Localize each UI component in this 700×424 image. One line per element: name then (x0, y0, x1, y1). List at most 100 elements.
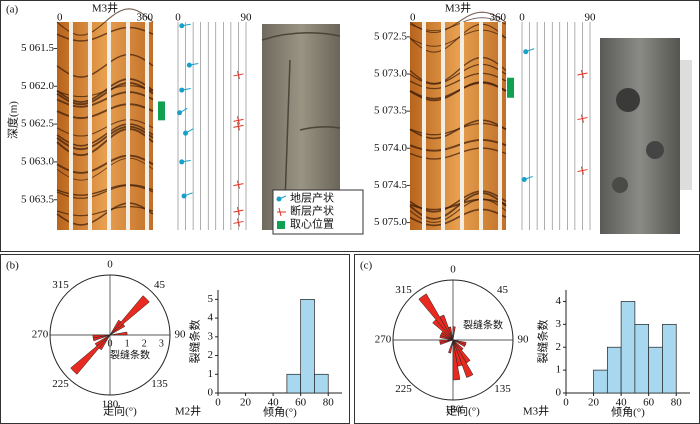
bar (286, 373, 302, 394)
well-name: M2井 (175, 404, 201, 418)
x-tick-label: 0 (519, 12, 525, 24)
bar (314, 373, 329, 394)
y-tick-label: 0 (556, 387, 562, 399)
pad-gap (479, 22, 483, 230)
pad-gap (498, 22, 502, 230)
legend-label: 地层产状 (290, 191, 334, 205)
angle-label: 180 (102, 399, 119, 411)
y-axis-label: 裂缝条数 (536, 320, 550, 364)
y-tick-label: 2 (556, 341, 562, 353)
fault-dip (233, 206, 244, 216)
x-tick-label: 360 (137, 12, 154, 24)
x-tick-label: 20 (588, 397, 600, 409)
x-tick-label: 0 (175, 12, 181, 24)
pad-gap (88, 22, 92, 230)
x-tick-label: 90 (241, 12, 253, 24)
fault-dip (233, 116, 244, 125)
fault-dip (577, 69, 588, 79)
bar (634, 323, 650, 394)
pad-gap (460, 22, 464, 230)
pad-gap (441, 22, 445, 230)
x-tick-label: 360 (490, 12, 507, 24)
legend-label: 取心位置 (290, 217, 334, 231)
legend-label: 断层产状 (290, 204, 334, 218)
bar (593, 369, 608, 394)
bar (300, 299, 315, 394)
rose-petal (92, 334, 111, 339)
angle-label: 135 (151, 378, 168, 390)
x-tick-label: 40 (616, 397, 628, 409)
rose-title: 走向(°) (446, 404, 480, 418)
fault-dip (233, 180, 244, 189)
y-tick-label: 5 075.0 (374, 216, 408, 228)
rose-petal (448, 339, 454, 354)
strata-dip (523, 49, 529, 55)
r-tick-label: 2 (142, 338, 147, 349)
y-tick-label: 5 073.0 (374, 68, 408, 80)
y-tick-label: 5 062.5 (21, 118, 55, 130)
rose-petal (109, 331, 128, 336)
bar (648, 346, 663, 394)
angle-label: 270 (32, 329, 49, 341)
y-tick-label: 1 (556, 364, 562, 376)
fault-dip (233, 70, 244, 80)
rose-petal (418, 293, 454, 341)
y-tick-label: 5 (208, 293, 214, 305)
panel-label: (a) (6, 4, 19, 16)
rose-petal (109, 323, 126, 336)
pad-gap (145, 22, 149, 230)
y-tick-label: 1 (208, 368, 214, 380)
fault-dip (233, 218, 244, 227)
x-tick-label: 40 (268, 397, 280, 409)
core-position (158, 101, 165, 121)
fault-dip (233, 122, 244, 131)
bar (620, 301, 636, 394)
x-tick-label: 90 (585, 12, 597, 24)
y-tick-label: 2 (208, 349, 214, 361)
rose-petal (70, 334, 111, 375)
strata-dip (177, 110, 183, 116)
y-tick-label: 4 (556, 295, 562, 307)
y-tick-label: 5 062.0 (21, 80, 55, 92)
y-tick-label: 0 (208, 387, 214, 399)
strata-dip (186, 62, 192, 68)
y-tick-label: 5 061.5 (21, 42, 55, 54)
depth-axis-label: 深度(m) (6, 101, 20, 139)
strata-dip (181, 193, 187, 199)
rose-petal (94, 334, 111, 347)
strata-dip (179, 23, 185, 29)
scale-ruler (680, 60, 692, 190)
y-tick-label: 3 (208, 330, 214, 342)
x-tick-label: 80 (671, 397, 683, 409)
pad-gap (126, 22, 130, 230)
x-tick-label: 60 (643, 397, 655, 409)
pad-gap (107, 22, 111, 230)
angle-label: 270 (375, 334, 392, 346)
pad-gap (422, 22, 426, 230)
x-tick-label: 0 (563, 397, 569, 409)
x-axis-label: 倾角(°) (263, 406, 297, 419)
y-tick-label: 5 074.0 (374, 142, 408, 154)
angle-label: 45 (154, 279, 166, 291)
bar (606, 346, 622, 394)
strata-dip (521, 176, 527, 182)
core-texture (646, 141, 664, 159)
core-texture (616, 88, 640, 112)
angle-label: 90 (518, 334, 530, 346)
strata-dip (183, 130, 189, 136)
rose-petal (439, 314, 454, 341)
x-tick-label: 60 (295, 397, 307, 409)
angle-label: 225 (395, 383, 412, 395)
core-photo (600, 38, 680, 234)
legend-symbol (278, 195, 287, 200)
fault-dip (577, 166, 588, 175)
angle-label: 90 (175, 329, 187, 341)
fault-dip (577, 114, 588, 123)
x-axis-label: 倾角(°) (611, 406, 645, 419)
r-tick-label: 1 (125, 338, 130, 349)
core-texture (612, 177, 628, 193)
strata-dip (179, 87, 185, 93)
legend-symbol (277, 207, 286, 217)
x-tick-label: 20 (240, 397, 252, 409)
